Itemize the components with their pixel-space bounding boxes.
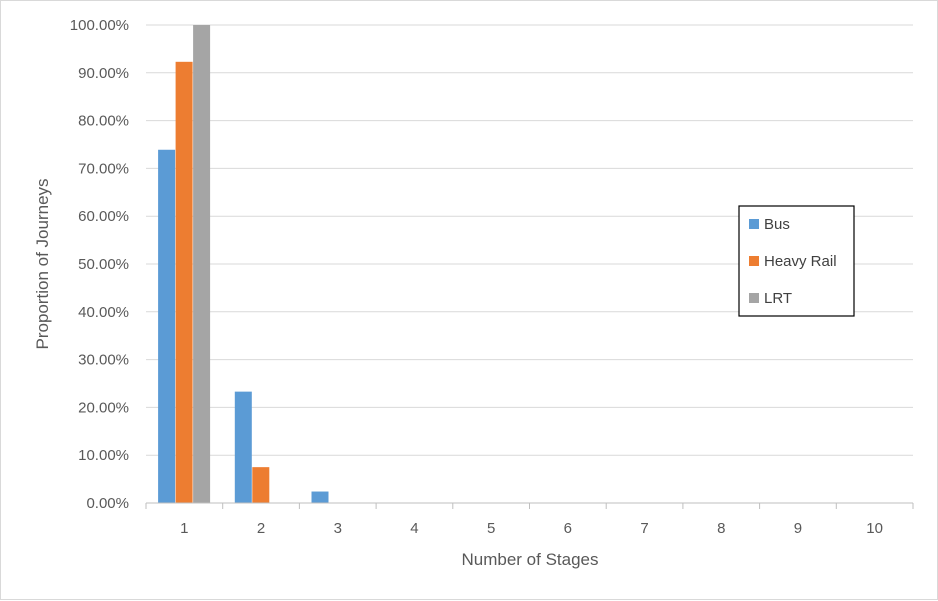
legend: Bus Heavy Rail LRT (738, 205, 855, 317)
x-tick-label: 6 (564, 520, 572, 537)
x-tick-label: 4 (410, 520, 418, 537)
legend-label: Bus (764, 216, 790, 233)
bars (158, 25, 329, 503)
legend-swatch (749, 256, 759, 266)
y-tick-label: 70.00% (78, 160, 129, 177)
x-tick-label: 7 (640, 520, 648, 537)
bar-heavy-rail (175, 61, 193, 503)
y-tick-label: 50.00% (78, 256, 129, 273)
y-tick-label: 10.00% (78, 447, 129, 464)
y-tick-label: 0.00% (86, 495, 129, 512)
y-tick-label: 100.00% (70, 17, 129, 34)
bar-bus (158, 149, 176, 503)
y-tick-label: 30.00% (78, 352, 129, 369)
bar-heavy-rail (252, 467, 270, 503)
x-tick-label: 1 (180, 520, 188, 537)
x-tick-label: 8 (717, 520, 725, 537)
x-tick-label: 10 (866, 520, 883, 537)
legend-swatch (749, 293, 759, 303)
y-tick-label: 80.00% (78, 113, 129, 130)
bar-lrt (193, 25, 211, 503)
x-tick-label: 2 (257, 520, 265, 537)
bar-bus (311, 491, 329, 503)
x-axis-title: Number of Stages (461, 550, 598, 569)
y-axis-title: Proportion of Journeys (33, 178, 52, 349)
gridlines (146, 24, 913, 456)
legend-swatch (749, 219, 759, 229)
legend-label: Heavy Rail (764, 253, 837, 270)
y-tick-label: 90.00% (78, 65, 129, 82)
x-tick-label: 5 (487, 520, 495, 537)
bar-bus (234, 391, 252, 503)
axes: 0.00% 10.00% 20.00% 30.00% 40.00% 50.00% 60.00… (70, 17, 914, 537)
y-tick-label: 20.00% (78, 399, 129, 416)
y-tick-label: 40.00% (78, 304, 129, 321)
x-tick-label: 3 (334, 520, 342, 537)
y-tick-label: 60.00% (78, 208, 129, 225)
x-tick-label: 9 (794, 520, 802, 537)
legend-label: LRT (764, 290, 792, 307)
